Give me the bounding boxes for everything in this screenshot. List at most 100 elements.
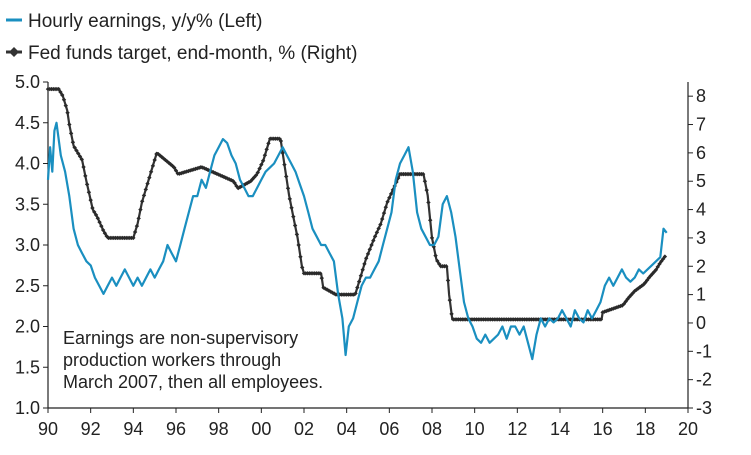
x-tick-label: 00 [251, 419, 271, 439]
annotation: Earnings are non-supervisory production … [63, 328, 323, 392]
legend: Hourly earnings, y/y% (Left) Fed funds t… [6, 11, 358, 64]
y-right-tick-label: -1 [696, 341, 712, 361]
x-tick-label: 20 [678, 419, 698, 439]
fedfunds-marker [212, 170, 218, 176]
fedfunds-marker [143, 187, 148, 192]
fedfunds-marker [63, 103, 68, 108]
fedfunds-marker [65, 110, 70, 115]
y-right-tick-label: 8 [696, 86, 706, 106]
fedfunds-marker [264, 147, 269, 152]
x-tick-label: 04 [337, 419, 357, 439]
fedfunds-marker [152, 157, 157, 163]
fedfunds-marker [131, 235, 136, 241]
fedfunds-marker [365, 251, 371, 257]
fedfunds-marker [319, 275, 324, 281]
fedfunds-marker [205, 167, 211, 173]
fedfunds-marker [239, 183, 244, 189]
fedfunds-marker [150, 163, 156, 169]
y-right-tick-label: 1 [696, 285, 706, 305]
fedfunds-marker [444, 264, 449, 269]
fedfunds-marker [92, 209, 97, 215]
x-tick-label: 90 [38, 419, 58, 439]
plot-area [45, 86, 668, 361]
fedfunds-marker [147, 175, 152, 180]
fedfunds-marker [426, 200, 431, 205]
fedfunds-marker [612, 305, 618, 311]
fedfunds-marker [74, 148, 79, 153]
fedfunds-marker [420, 171, 426, 177]
fedfunds-marker [79, 157, 84, 162]
fedfunds-marker [367, 247, 372, 252]
fedfunds-marker [388, 191, 394, 197]
y-left-tick-label: 2.0 [15, 317, 40, 337]
y-left-tick-label: 4.0 [15, 154, 40, 174]
fedfunds-marker [134, 223, 140, 229]
y-right-tick-label: 0 [696, 313, 706, 333]
fedfunds-marker [141, 193, 147, 198]
x-tick-label: 18 [635, 419, 655, 439]
fedfunds-marker [636, 286, 641, 291]
y-right-tick-label: 3 [696, 228, 706, 248]
fedfunds-marker [433, 253, 438, 258]
fedfunds-marker [360, 267, 365, 273]
fedfunds-marker [291, 214, 296, 219]
fedfunds-marker [296, 242, 301, 248]
fedfunds-marker [84, 182, 90, 187]
fedfunds-marker [660, 256, 666, 262]
fedfunds-marker [86, 190, 92, 195]
fedfunds-marker [659, 259, 664, 264]
fedfunds-marker [260, 158, 266, 163]
fedfunds-marker [298, 254, 303, 260]
fedfunds-marker [266, 141, 271, 146]
annotation-line-1: Earnings are non-supervisory [63, 328, 298, 348]
fedfunds-marker [140, 199, 145, 204]
x-tick-label: 14 [550, 419, 570, 439]
fedfunds-marker [243, 181, 248, 187]
fedfunds-marker [287, 196, 292, 202]
x-tick-label: 10 [465, 419, 485, 439]
fedfunds-marker [447, 297, 452, 303]
fedfunds-marker [445, 278, 451, 283]
fedfunds-marker [435, 258, 440, 264]
fedfunds-marker [255, 170, 260, 175]
y-left-tick-label: 4.5 [15, 113, 40, 133]
fedfunds-marker [376, 226, 381, 231]
fedfunds-marker [643, 280, 648, 285]
fedfunds-marker [358, 273, 364, 278]
legend-label-fedfunds: Fed funds target, end-month, % (Right) [28, 43, 358, 64]
fedfunds-marker [662, 254, 668, 259]
fedfunds-marker [353, 291, 358, 296]
y-right-tick-label: 2 [696, 256, 706, 276]
x-tick-label: 92 [81, 419, 101, 439]
fedfunds-marker [81, 164, 86, 170]
fedfunds-marker [259, 162, 264, 167]
fedfunds-marker [56, 86, 61, 92]
fedfunds-marker [179, 170, 184, 176]
x-tick-label: 16 [593, 419, 613, 439]
fedfunds-marker [132, 229, 138, 235]
fedfunds-marker [607, 307, 612, 313]
fedfunds-marker [76, 151, 81, 156]
fedfunds-marker [285, 186, 291, 191]
y-right-tick-label: -2 [696, 370, 712, 390]
x-tick-label: 12 [507, 419, 527, 439]
fedfunds-marker [639, 283, 644, 289]
fedfunds-marker [172, 165, 177, 170]
fedfunds-marker [628, 292, 634, 298]
fedfunds-marker [257, 166, 262, 171]
fedfunds-marker [93, 212, 99, 218]
fedfunds-marker [362, 261, 367, 267]
fedfunds-marker [372, 234, 378, 239]
fedfunds-marker [77, 154, 83, 159]
annotation-line-2: production workers through [63, 350, 281, 370]
fedfunds-marker [68, 131, 74, 136]
fedfunds-marker [644, 277, 650, 283]
fedfunds-marker [383, 205, 388, 210]
fedfunds-marker [246, 180, 252, 185]
x-tick-label: 94 [123, 419, 143, 439]
fedfunds-marker [58, 89, 63, 95]
x-tick-label: 06 [379, 419, 399, 439]
fedfunds-marker [221, 174, 227, 180]
y-left-tick-label: 1.0 [15, 398, 40, 418]
fedfunds-marker [381, 210, 387, 216]
